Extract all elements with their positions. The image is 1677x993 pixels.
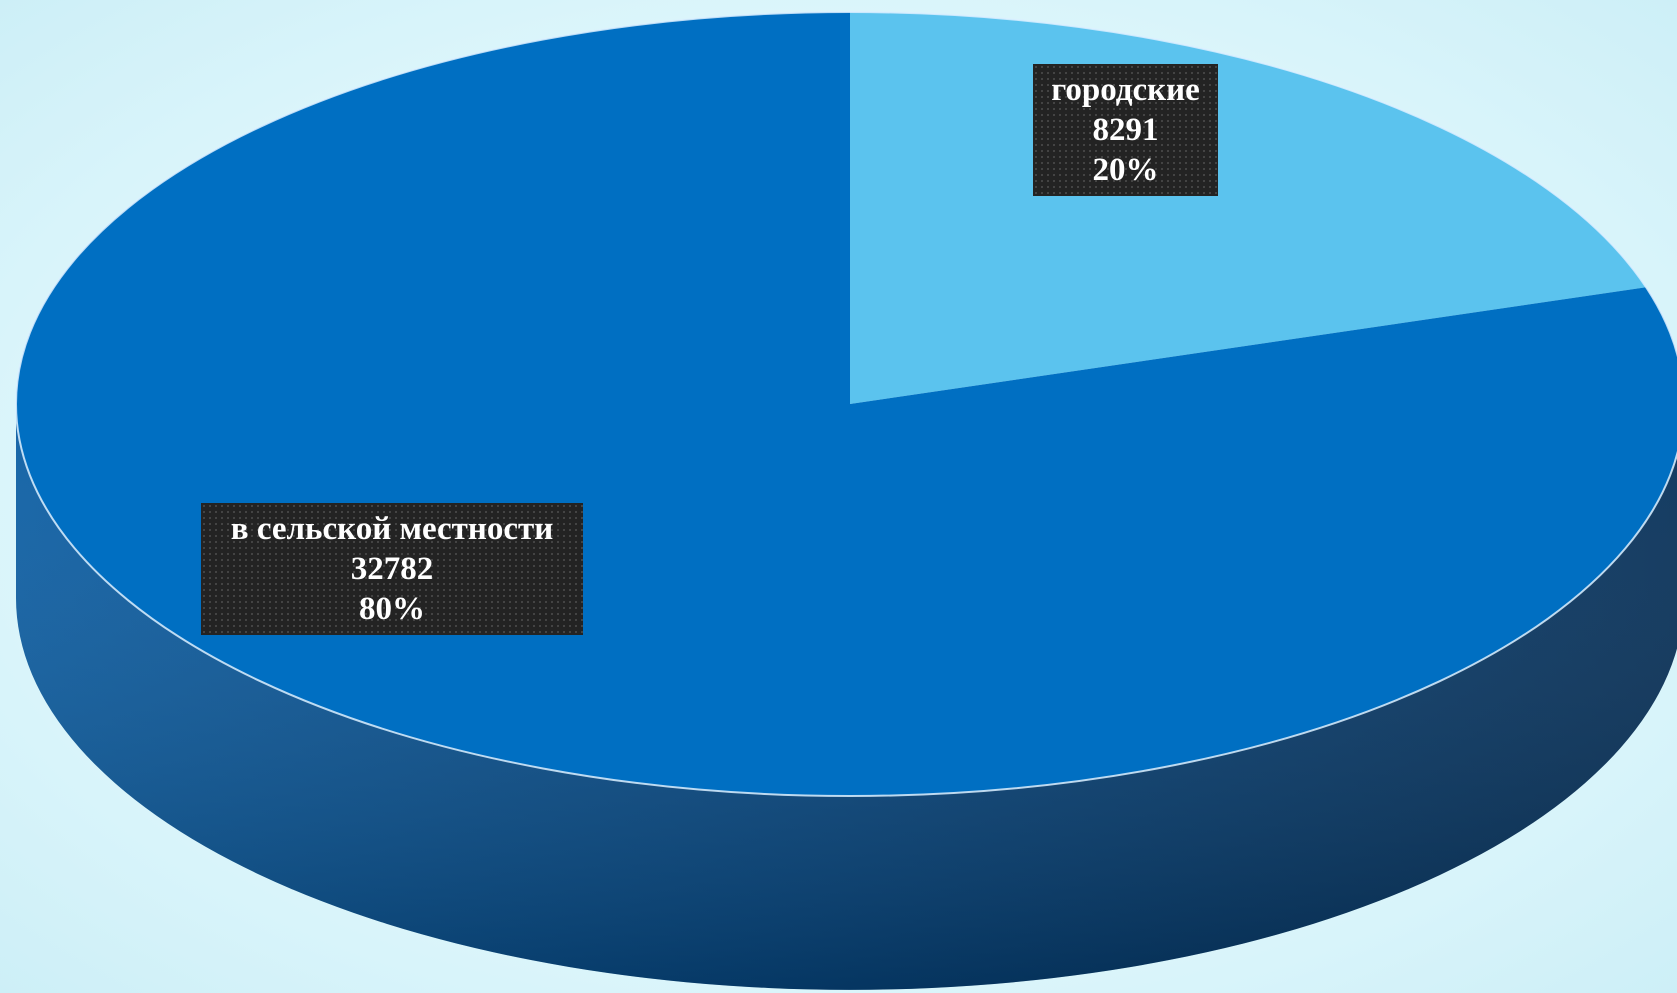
data-label-urban: городские 8291 20%: [1033, 64, 1218, 196]
pie-top-face: [15, 11, 1677, 797]
data-label-rural: в сельской местности 32782 80%: [201, 503, 583, 635]
data-label-urban-category: городские: [1051, 72, 1200, 108]
data-label-rural-category: в сельской местности: [230, 511, 554, 547]
data-label-urban-value: 8291: [1092, 112, 1159, 148]
data-label-urban-percent: 20%: [1092, 152, 1159, 188]
data-label-rural-percent: 80%: [359, 591, 425, 627]
data-label-rural-value: 32782: [350, 551, 434, 587]
pie-top-rim: [15, 11, 1677, 797]
pie-side-wall-shade: [16, 404, 1677, 990]
pie-side-wall: [16, 404, 1677, 990]
